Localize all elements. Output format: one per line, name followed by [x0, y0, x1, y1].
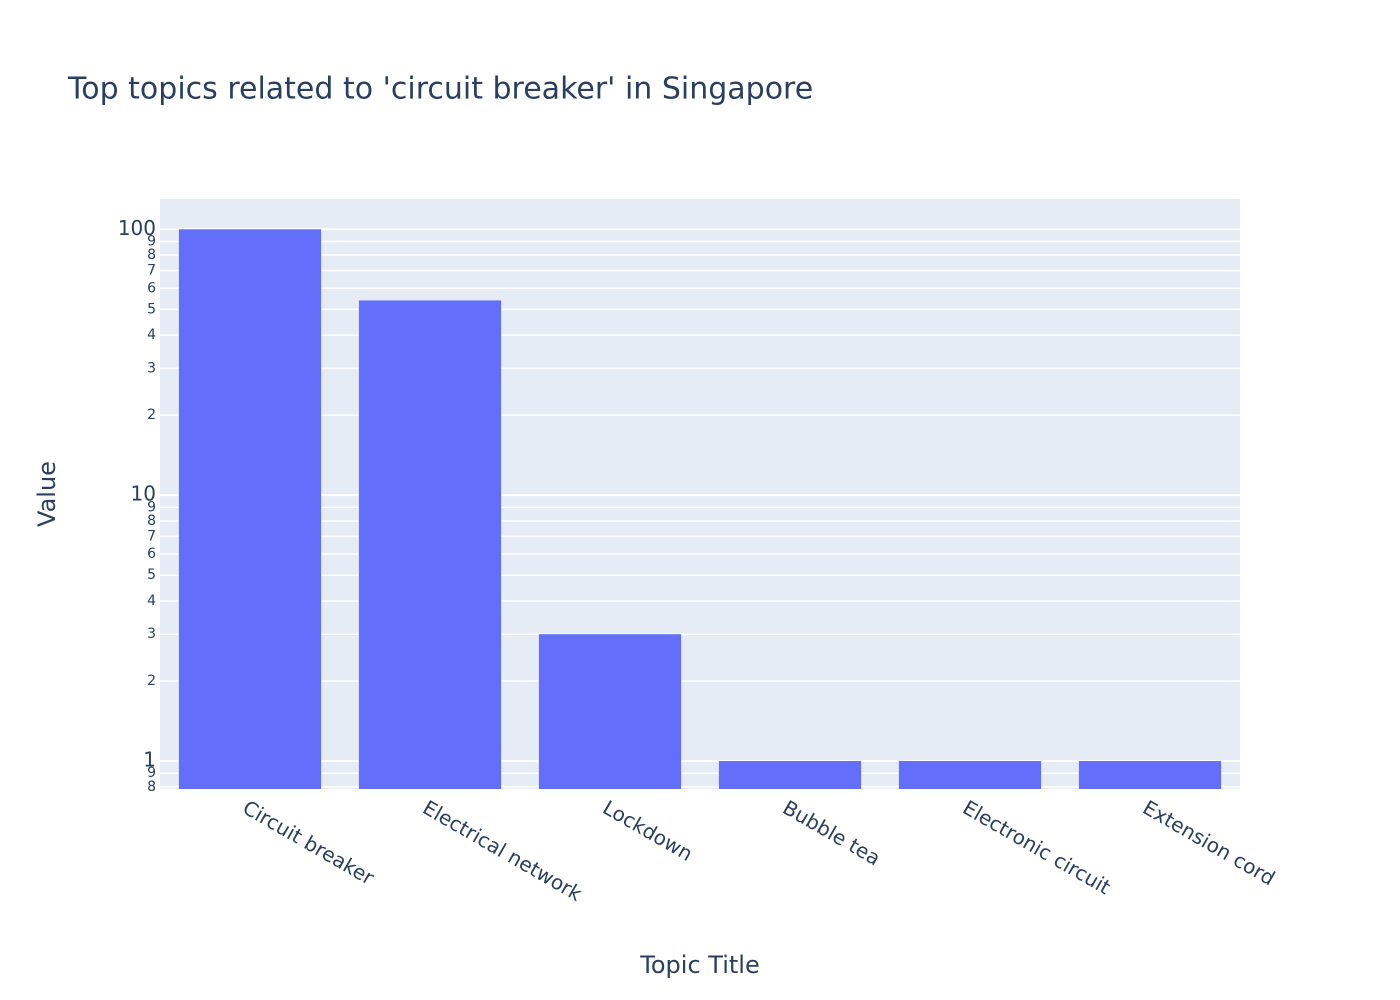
y-tick-label: 5 [147, 567, 156, 583]
y-tick-label: 5 [147, 301, 156, 317]
y-tick-label: 7 [147, 528, 156, 544]
y-tick-label: 4 [147, 593, 156, 609]
y-tick-label: 8 [147, 247, 156, 263]
x-tick-label: Electronic circuit [959, 795, 1115, 899]
y-tick-label: 3 [147, 626, 156, 642]
bar [178, 229, 322, 790]
x-tick-label: Electrical network [419, 795, 587, 906]
x-tick-label: Extension cord [1139, 795, 1279, 890]
x-tick-label: Bubble tea [779, 795, 885, 870]
bar [898, 761, 1042, 789]
y-tick-label: 7 [147, 262, 156, 278]
x-axis-title: Topic Title [639, 951, 759, 979]
x-tick-label: Lockdown [599, 795, 697, 866]
y-tick-label: 9 [147, 499, 156, 515]
bar [1078, 761, 1222, 789]
y-tick-label: 6 [147, 280, 156, 296]
y-tick-label: 3 [147, 360, 156, 376]
y-tick-label: 100 [118, 216, 156, 240]
bar [358, 300, 502, 789]
bar [718, 761, 862, 789]
chart-title: Top topics related to 'circuit breaker' … [67, 72, 813, 107]
y-tick-label: 8 [147, 779, 156, 795]
y-tick-label: 2 [147, 407, 156, 423]
bar [538, 634, 682, 789]
x-tick-label: Circuit breaker [239, 795, 379, 890]
y-tick-label: 6 [147, 546, 156, 562]
y-axis-title: Value [33, 461, 61, 527]
y-tick-label: 9 [147, 233, 156, 249]
y-tick-label: 1 [143, 748, 156, 772]
plot-area [160, 199, 1240, 789]
y-tick-label: 2 [147, 673, 156, 689]
y-tick-label: 4 [147, 327, 156, 343]
y-tick-label: 8 [147, 513, 156, 529]
y-tick-label: 9 [147, 765, 156, 781]
y-tick-label: 10 [131, 482, 156, 506]
